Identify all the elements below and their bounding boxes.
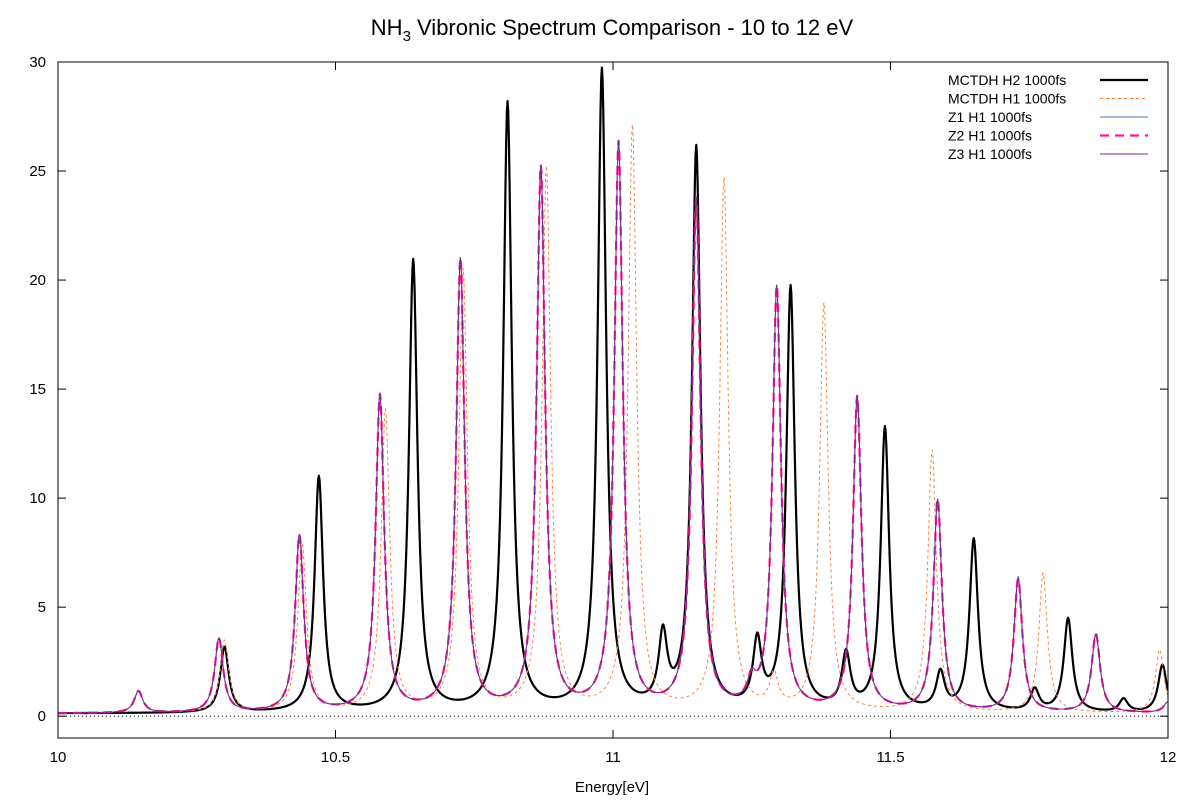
y-tick-label: 10 bbox=[29, 490, 46, 507]
x-axis-label: Energy[eV] bbox=[575, 779, 649, 796]
y-tick-label: 15 bbox=[29, 381, 46, 398]
x-tick-label: 10 bbox=[50, 749, 67, 766]
y-tick-label: 0 bbox=[38, 708, 46, 725]
legend-label: Z3 H1 1000fs bbox=[948, 146, 1032, 162]
x-tick-label: 11 bbox=[605, 749, 621, 766]
axis-ticks: 10 10.5 11 11.5 12 0 5 10 15 20 25 30 bbox=[29, 54, 1176, 766]
x-tick-label: 10.5 bbox=[321, 749, 350, 766]
series-lines bbox=[58, 66, 1168, 715]
y-tick-label: 5 bbox=[38, 599, 46, 616]
x-tick-label: 11.5 bbox=[876, 749, 904, 766]
legend-label: Z2 H1 1000fs bbox=[948, 128, 1032, 144]
y-tick-label: 30 bbox=[29, 54, 46, 71]
legend-label: MCTDH H2 1000fs bbox=[948, 72, 1066, 88]
legend: MCTDH H2 1000fs MCTDH H1 1000fs Z1 H1 1000… bbox=[948, 72, 1148, 162]
legend-label: Z1 H1 1000fs bbox=[948, 109, 1032, 125]
series-line-2 bbox=[58, 124, 1168, 714]
plot-frame bbox=[57, 61, 1169, 739]
y-tick-label: 20 bbox=[29, 272, 46, 289]
x-tick-label: 12 bbox=[1160, 749, 1177, 766]
chart-title: NH3 Vibronic Spectrum Comparison - 10 to… bbox=[371, 15, 854, 45]
legend-label: MCTDH H1 1000fs bbox=[948, 91, 1066, 107]
series-line-1 bbox=[58, 66, 1168, 715]
series-line-5 bbox=[58, 140, 1168, 714]
y-tick-label: 25 bbox=[29, 163, 46, 180]
